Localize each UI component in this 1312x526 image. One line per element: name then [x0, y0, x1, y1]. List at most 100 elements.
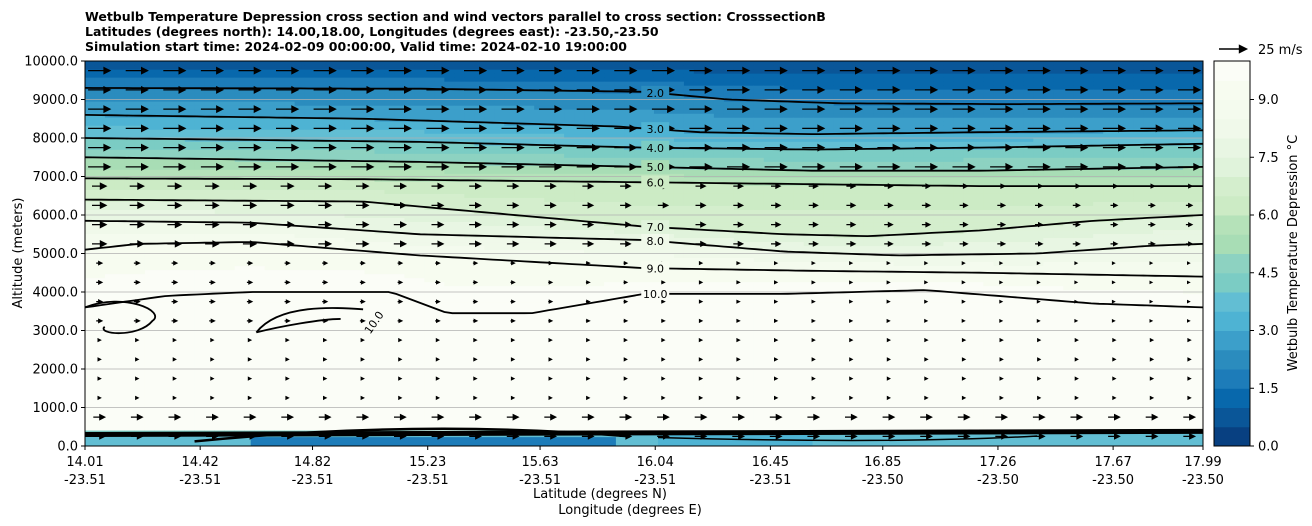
field-cell	[284, 269, 296, 275]
field-cell	[314, 393, 326, 399]
title-line-3: Simulation start time: 2024-02-09 00:00:…	[85, 39, 627, 54]
field-cell	[424, 241, 435, 247]
field-cell	[384, 325, 396, 331]
field-cell	[454, 333, 465, 339]
field-cell	[124, 221, 136, 227]
field-cell	[354, 293, 366, 299]
field-cell	[164, 201, 176, 206]
field-cell	[144, 409, 156, 415]
field-cell	[114, 109, 126, 114]
field-cell	[484, 209, 495, 214]
field-cell	[404, 393, 416, 399]
field-cell	[94, 417, 106, 423]
field-cell	[164, 329, 176, 335]
field-cell	[164, 229, 176, 235]
field-cell	[484, 185, 495, 190]
field-cell	[474, 317, 485, 323]
field-cell	[144, 373, 156, 379]
field-cell	[544, 85, 555, 90]
field-cell	[144, 93, 156, 98]
field-cell	[304, 93, 316, 98]
field-cell	[124, 313, 136, 319]
field-cell	[554, 265, 565, 271]
field-cell	[454, 405, 465, 411]
field-cell	[514, 369, 525, 375]
field-cell	[484, 417, 495, 423]
field-cell	[154, 389, 166, 395]
field-cell	[144, 309, 156, 315]
field-cell	[424, 133, 435, 138]
field-cell	[454, 373, 465, 379]
field-cell	[214, 345, 226, 351]
field-cell	[334, 321, 346, 327]
field-cell	[364, 109, 376, 114]
field-cell	[324, 353, 336, 359]
field-cell	[254, 373, 266, 379]
field-cell	[364, 281, 376, 287]
field-cell	[544, 197, 555, 202]
field-cell	[124, 165, 136, 170]
field-cell	[154, 185, 166, 190]
field-cell	[524, 217, 535, 223]
field-cell	[164, 369, 176, 375]
field-cell	[234, 117, 246, 122]
field-cell	[424, 117, 435, 122]
field-cell	[384, 249, 396, 255]
field-cell	[324, 117, 336, 122]
field-cell	[144, 109, 156, 114]
field-cell	[584, 249, 595, 255]
field-cell	[474, 193, 485, 198]
field-cell	[534, 101, 545, 106]
field-cell	[274, 361, 286, 367]
field-cell	[454, 257, 465, 263]
field-cell	[224, 277, 236, 283]
field-cell	[324, 77, 336, 82]
field-cell	[494, 361, 505, 367]
field-cell	[534, 425, 545, 431]
field-cell	[394, 369, 406, 375]
field-cell	[484, 137, 495, 142]
field-cell	[85, 221, 96, 227]
field-cell	[584, 165, 595, 170]
field-cell	[194, 249, 206, 255]
field-cell	[164, 89, 176, 94]
field-cell	[244, 421, 256, 427]
field-cell	[174, 181, 186, 186]
field-cell	[574, 69, 585, 74]
field-cell	[254, 285, 266, 291]
field-cell	[214, 297, 226, 303]
field-cell	[134, 321, 146, 327]
field-cell	[324, 157, 336, 162]
field-cell	[574, 417, 585, 423]
field-cell	[364, 389, 376, 395]
field-cell	[354, 397, 366, 403]
field-cell	[474, 245, 485, 251]
field-cell	[324, 81, 336, 86]
field-cell	[214, 173, 226, 178]
field-cell	[234, 417, 246, 423]
field-cell	[494, 81, 505, 86]
field-cell	[574, 421, 585, 427]
field-cell	[254, 101, 266, 106]
field-cell	[454, 401, 465, 407]
field-cell	[214, 217, 226, 223]
field-cell	[254, 421, 266, 427]
field-cell	[214, 221, 226, 227]
field-cell	[564, 409, 575, 415]
field-cell	[514, 149, 525, 154]
field-cell	[154, 285, 166, 291]
field-cell	[274, 193, 286, 198]
field-cell	[214, 337, 226, 343]
field-cell	[304, 285, 316, 291]
field-cell	[444, 397, 455, 403]
field-cell	[144, 61, 156, 66]
field-cell	[374, 297, 386, 303]
field-cell	[184, 161, 196, 166]
field-cell	[434, 385, 445, 391]
field-cell	[474, 77, 485, 82]
field-cell	[314, 181, 326, 186]
field-cell	[164, 157, 176, 162]
field-cell	[534, 349, 545, 355]
field-cell	[394, 345, 406, 351]
field-cell	[404, 405, 416, 411]
